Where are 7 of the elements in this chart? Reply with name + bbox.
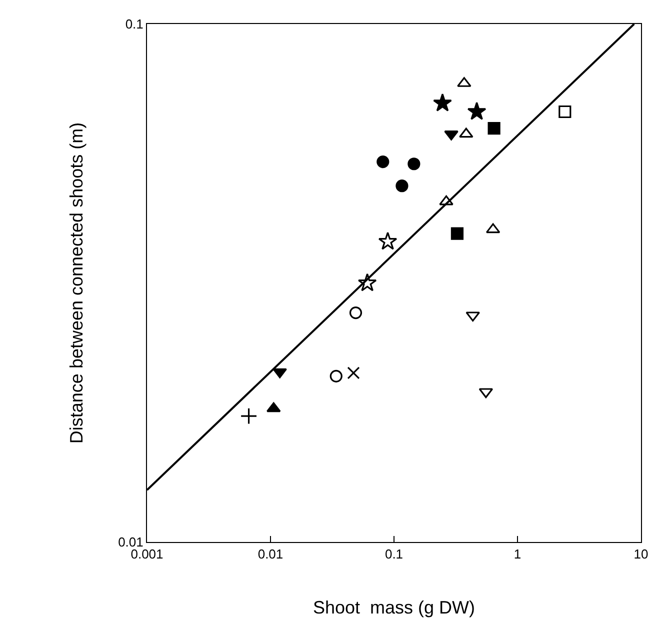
x-tick-label: 10 <box>634 546 648 562</box>
x-tick-label: 0.01 <box>258 546 284 562</box>
y-axis-title: Distance between connected shoots (m) <box>66 122 86 444</box>
x-axis-title: Shoot mass (g DW) <box>312 598 476 618</box>
x-tick-label: 0.001 <box>130 546 164 562</box>
x-tick-label: 1 <box>514 546 522 562</box>
x-tick-label: 0.1 <box>384 546 404 562</box>
